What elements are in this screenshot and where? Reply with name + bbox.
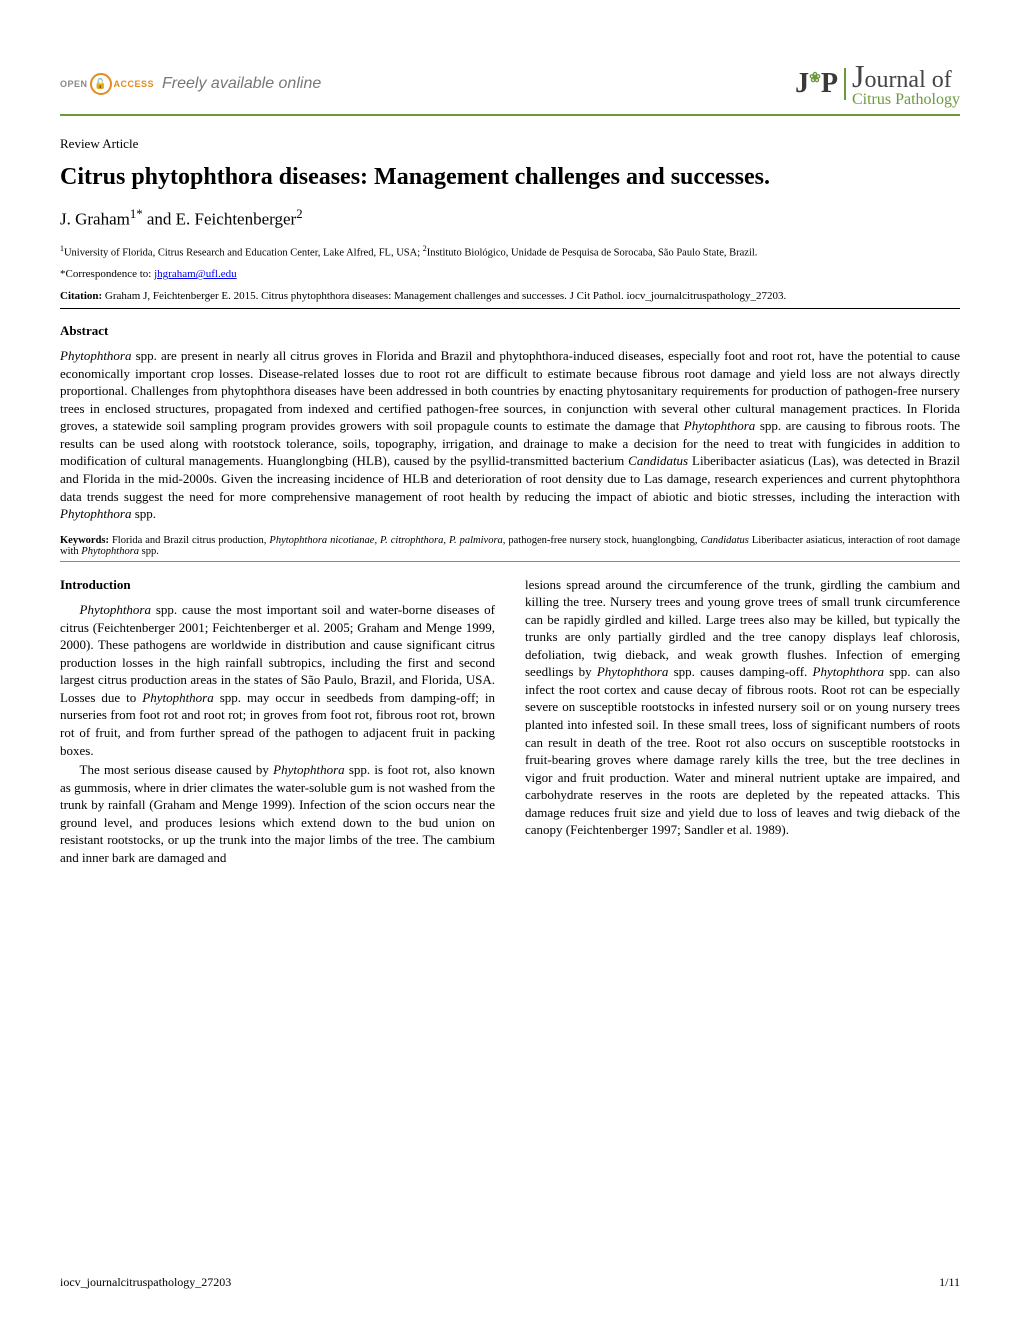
correspondence: *Correspondence to: jhgraham@ufl.edu: [60, 268, 960, 280]
affiliations: 1University of Florida, Citrus Research …: [60, 244, 960, 259]
page: OPEN 🔓 ACCESS Freely available online J❀…: [0, 0, 1020, 1320]
leaf-icon: ❀: [809, 71, 821, 86]
lock-icon: 🔓: [90, 73, 112, 95]
abstract-text: Phytophthora spp. are present in nearly …: [60, 347, 960, 522]
oa-open-text: OPEN: [60, 79, 88, 89]
citation-label: Citation:: [60, 290, 105, 302]
open-access-badge: OPEN 🔓 ACCESS Freely available online: [60, 73, 321, 95]
body-paragraph: Phytophthora spp. cause the most importa…: [60, 601, 495, 759]
journal-logo: J❀P Journal of Citrus Pathology: [789, 60, 960, 108]
journal-name-bot: Citrus Pathology: [852, 91, 960, 108]
correspondence-email-link[interactable]: jhgraham@ufl.edu: [154, 268, 237, 280]
keywords: Keywords: Florida and Brazil citrus prod…: [60, 535, 960, 557]
freely-available-text: Freely available online: [162, 75, 321, 93]
authors: J. Graham1* and E. Feichtenberger2: [60, 207, 960, 230]
correspondence-label: *Correspondence to:: [60, 268, 154, 280]
jp-badge: J❀P: [789, 68, 846, 100]
journal-top-text: ournal of: [864, 67, 951, 93]
page-footer: iocv_journalcitruspathology_27203 1/11: [60, 1275, 960, 1290]
jp-p: P: [821, 68, 838, 99]
jp-j: J: [795, 68, 809, 99]
divider-rule-light: [60, 561, 960, 562]
journal-name: Journal of Citrus Pathology: [852, 60, 960, 108]
column-right: lesions spread around the circumference …: [525, 576, 960, 869]
abstract-heading: Abstract: [60, 323, 960, 339]
journal-name-top: Journal of: [852, 67, 952, 93]
introduction-heading: Introduction: [60, 576, 495, 594]
column-left: Introduction Phytophthora spp. cause the…: [60, 576, 495, 869]
body-paragraph: The most serious disease caused by Phyto…: [60, 761, 495, 866]
keywords-label: Keywords:: [60, 535, 112, 546]
footer-id: iocv_journalcitruspathology_27203: [60, 1275, 231, 1290]
keywords-text: Florida and Brazil citrus production, Ph…: [60, 535, 960, 557]
body-columns: Introduction Phytophthora spp. cause the…: [60, 576, 960, 869]
citation: Citation: Graham J, Feichtenberger E. 20…: [60, 290, 960, 302]
page-number: 1/11: [939, 1275, 960, 1290]
header-bar: OPEN 🔓 ACCESS Freely available online J❀…: [60, 60, 960, 116]
body-paragraph: lesions spread around the circumference …: [525, 576, 960, 839]
oa-access-text: ACCESS: [114, 79, 155, 89]
oa-badge: OPEN 🔓 ACCESS: [60, 73, 154, 95]
article-title: Citrus phytophthora diseases: Management…: [60, 164, 960, 191]
divider-rule: [60, 308, 960, 309]
article-type: Review Article: [60, 136, 960, 152]
citation-text: Graham J, Feichtenberger E. 2015. Citrus…: [105, 290, 786, 302]
journal-j: J: [852, 58, 864, 94]
